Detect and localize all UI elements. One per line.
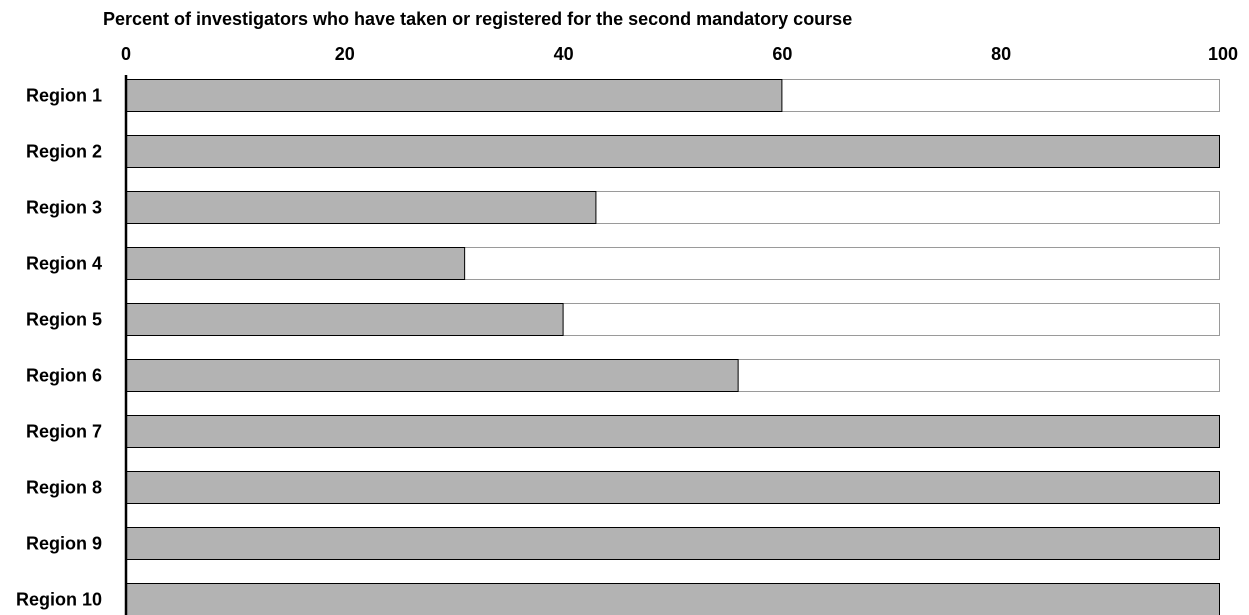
category-label: Region 1: [26, 86, 102, 106]
bar: [126, 583, 1220, 615]
x-tick-label: 0: [121, 44, 131, 64]
bar: [126, 191, 597, 224]
category-label: Region 2: [26, 142, 102, 162]
category-label: Region 7: [26, 422, 102, 442]
bar-row: [126, 415, 1220, 448]
bar-row: [126, 527, 1220, 560]
bar: [126, 359, 739, 392]
bar: [126, 303, 564, 336]
bar: [126, 135, 1220, 168]
x-tick-label: 60: [772, 44, 792, 64]
x-tick-label: 20: [335, 44, 355, 64]
category-labels: Region 1 Region 2 Region 3 Region 4 Region 5…: [16, 86, 102, 610]
category-label: Region 9: [26, 534, 102, 554]
x-tick-label: 100: [1208, 44, 1238, 64]
category-label: Region 10: [16, 590, 102, 610]
bar: [126, 471, 1220, 504]
bar-row: [126, 359, 1220, 392]
x-axis-ticks: 0 20 40 60 80 100: [121, 44, 1238, 64]
bar-row: [126, 303, 1220, 336]
category-label: Region 5: [26, 310, 102, 330]
bar-row: [126, 191, 1220, 224]
chart-title: Percent of investigators who have taken …: [103, 9, 852, 29]
bar-row: [126, 583, 1220, 615]
category-label: Region 6: [26, 366, 102, 386]
category-label: Region 3: [26, 198, 102, 218]
category-label: Region 8: [26, 478, 102, 498]
bar-row: [126, 135, 1220, 168]
bar-row: [126, 79, 1220, 112]
bar-row: [126, 247, 1220, 280]
x-tick-label: 80: [991, 44, 1011, 64]
bar: [126, 79, 783, 112]
bars: [126, 79, 1220, 615]
bar: [126, 247, 466, 280]
category-label: Region 4: [26, 254, 102, 274]
bar: [126, 527, 1220, 560]
bar-row: [126, 471, 1220, 504]
bar: [126, 415, 1220, 448]
x-tick-label: 40: [554, 44, 574, 64]
